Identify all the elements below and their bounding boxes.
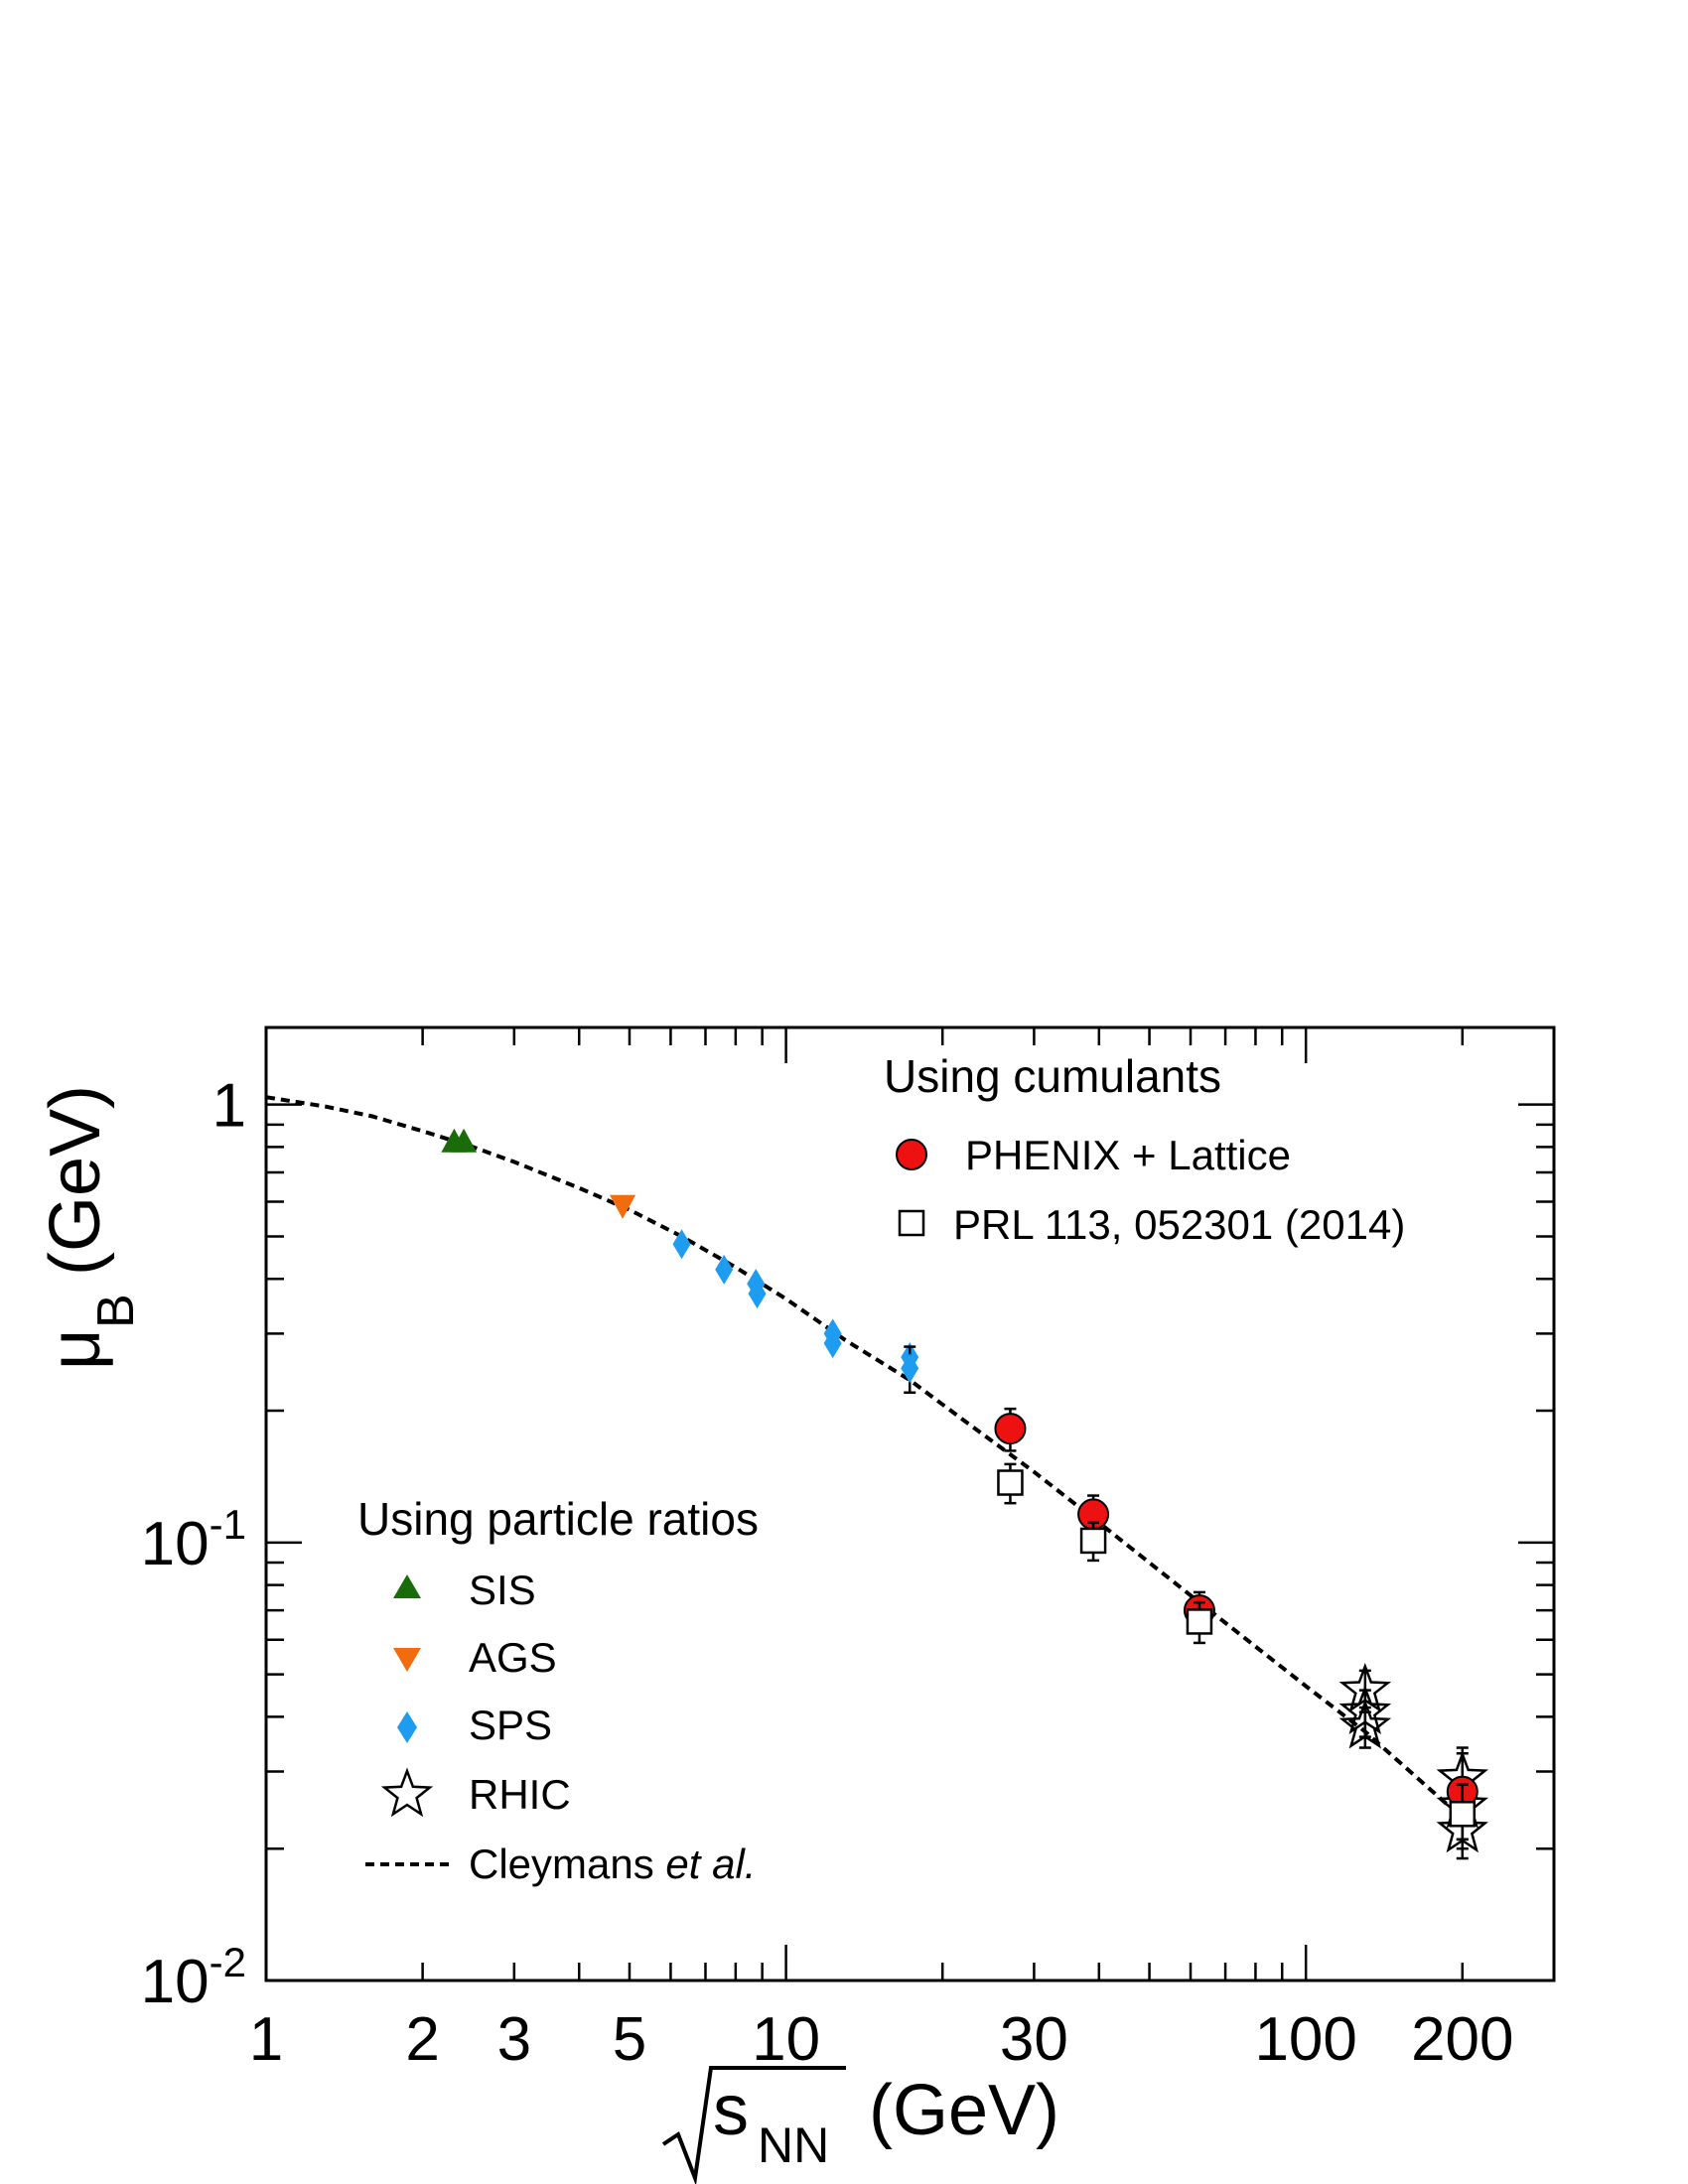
rhic-point bbox=[1338, 1699, 1392, 1749]
y-tick-label: 10-2 bbox=[141, 1939, 246, 2016]
x-tick-label: 100 bbox=[1254, 2005, 1356, 2074]
x-axis-title-main: s bbox=[713, 2071, 749, 2150]
sps-point bbox=[715, 1254, 734, 1285]
sps-point bbox=[823, 1328, 842, 1359]
legend-marker-sps bbox=[397, 1711, 417, 1743]
legend-label-sis: SIS bbox=[469, 1567, 536, 1613]
legend-label-ags: AGS bbox=[469, 1634, 557, 1681]
x-axis-title: s NN (GeV) bbox=[661, 2066, 1059, 2184]
x-axis-title-sub: NN bbox=[758, 2117, 829, 2173]
prl-113-052301-2014-point bbox=[1449, 1801, 1477, 1828]
legend-label-cleymans-plain: Cleymans bbox=[469, 1841, 665, 1887]
y-axis-title-unit: (GeV) bbox=[36, 1085, 115, 1276]
sps-point bbox=[672, 1229, 691, 1260]
phenix-lattice-point bbox=[994, 1413, 1027, 1445]
prl-113-052301-2014-point bbox=[997, 1469, 1024, 1496]
legend-marker-ags bbox=[393, 1648, 421, 1672]
prl-113-052301-2014-point bbox=[1079, 1527, 1107, 1555]
x-tick-label: 2 bbox=[405, 2005, 439, 2074]
legend-marker-prl bbox=[898, 1209, 925, 1237]
legend-marker-phenix bbox=[896, 1139, 927, 1170]
sps-point bbox=[747, 1269, 766, 1299]
x-tick-labels: 1 2 3 5 10 30 100 200 bbox=[249, 2005, 1514, 2074]
legend-label-phenix: PHENIX + Lattice bbox=[965, 1132, 1291, 1178]
legend-marker-rhic bbox=[380, 1767, 434, 1818]
x-tick-label: 1 bbox=[249, 2005, 283, 2074]
legend-heading-cumulants: Using cumulants bbox=[884, 1050, 1221, 1102]
model-curve-layer bbox=[265, 1095, 1465, 1820]
x-tick-label: 30 bbox=[1000, 2005, 1068, 2074]
x-tick-label: 200 bbox=[1411, 2005, 1513, 2074]
plot-frame bbox=[264, 1025, 1556, 1982]
legend-marker-sis bbox=[393, 1574, 421, 1598]
x-tick-label: 5 bbox=[613, 2005, 646, 2074]
y-axis-title-mu: μ bbox=[36, 1329, 115, 1370]
y-tick-label: 10-1 bbox=[141, 1501, 246, 1578]
sps-point bbox=[901, 1353, 919, 1384]
prl-113-052301-2014-point bbox=[1186, 1608, 1213, 1635]
sqrt-symbol bbox=[661, 2066, 846, 2184]
legend-label-cleymans: Cleymans et al. bbox=[469, 1841, 756, 1887]
cleymans-curve bbox=[265, 1095, 1465, 1820]
y-axis-title: μ B (GeV) bbox=[36, 1085, 145, 1370]
legend-label-sps: SPS bbox=[469, 1702, 552, 1748]
legend-label-cleymans-italic: et al. bbox=[665, 1841, 756, 1887]
legend-cumulants: Using cumulants PHENIX + Lattice PRL 113… bbox=[884, 1050, 1405, 1248]
x-tick-label: 3 bbox=[497, 2005, 531, 2074]
x-tick-label: 10 bbox=[752, 2005, 820, 2074]
y-tick-labels: 1 10-1 10-2 bbox=[141, 1072, 246, 2016]
y-tick-label: 1 bbox=[212, 1072, 246, 1141]
x-axis-title-unit: (GeV) bbox=[869, 2071, 1059, 2150]
sis-point bbox=[451, 1128, 478, 1153]
axis-ticks bbox=[264, 1027, 1556, 1982]
legend-label-rhic: RHIC bbox=[469, 1771, 571, 1818]
legend-label-prl: PRL 113, 052301 (2014) bbox=[953, 1201, 1405, 1248]
legend-particle-ratios: Using particle ratios SIS AGS SPS RHIC C… bbox=[357, 1493, 759, 1887]
data-points-layer bbox=[441, 1128, 1489, 1860]
y-axis-title-sub: B bbox=[87, 1294, 145, 1328]
legend-heading-ratios: Using particle ratios bbox=[357, 1493, 759, 1545]
ags-point bbox=[610, 1194, 636, 1219]
